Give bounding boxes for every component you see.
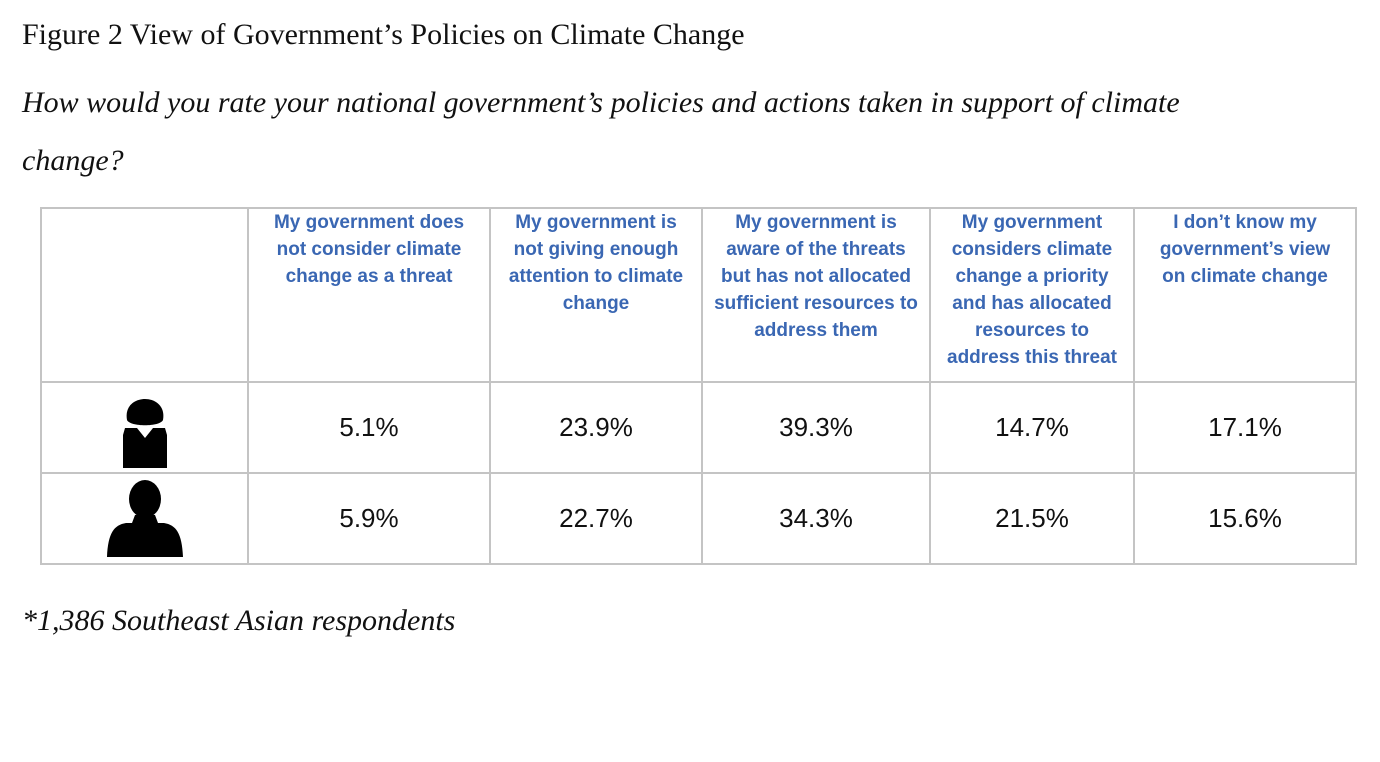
value-cell: 21.5% (929, 472, 1135, 565)
value-cell: 39.3% (701, 381, 931, 474)
column-header: My government is aware of the threats bu… (701, 207, 931, 383)
value-cell: 23.9% (489, 381, 703, 474)
column-header: My government does not consider climate … (247, 207, 491, 383)
value-cell: 14.7% (929, 381, 1135, 474)
survey-question: How would you rate your national governm… (22, 86, 1180, 177)
row-icon-cell (40, 472, 249, 565)
table-row: 5.1% 23.9% 39.3% 14.7% 17.1% (40, 381, 1357, 474)
column-header: I don’t know my government’s view on cli… (1133, 207, 1357, 383)
table-row: 5.9% 22.7% 34.3% 21.5% 15.6% (40, 472, 1357, 565)
corner-cell (40, 207, 249, 383)
column-header: My government is not giving enough atten… (489, 207, 703, 383)
value-cell: 5.1% (247, 381, 491, 474)
results-table: My government does not consider climate … (40, 207, 1357, 565)
female-person-icon (42, 386, 247, 470)
figure-title: Figure 2 View of Government’s Policies o… (22, 18, 745, 51)
value-cell: 17.1% (1133, 381, 1357, 474)
footnote: *1,386 Southeast Asian respondents (22, 604, 456, 637)
column-header: My government considers climate change a… (929, 207, 1135, 383)
value-cell: 34.3% (701, 472, 931, 565)
male-person-icon (42, 479, 247, 559)
row-icon-cell (40, 381, 249, 474)
value-cell: 22.7% (489, 472, 703, 565)
header-row: My government does not consider climate … (40, 207, 1357, 383)
value-cell: 15.6% (1133, 472, 1357, 565)
value-cell: 5.9% (247, 472, 491, 565)
